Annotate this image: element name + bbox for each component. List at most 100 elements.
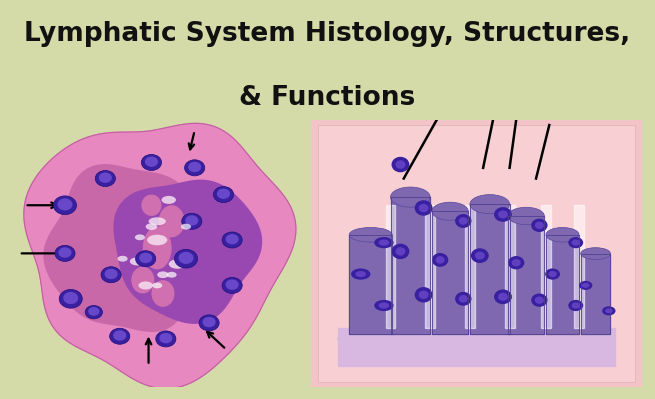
Ellipse shape [118, 256, 128, 262]
Ellipse shape [390, 187, 430, 207]
Ellipse shape [222, 232, 242, 248]
Ellipse shape [141, 195, 162, 216]
Ellipse shape [88, 307, 100, 316]
Ellipse shape [419, 204, 428, 212]
Ellipse shape [109, 328, 130, 344]
Ellipse shape [396, 160, 405, 169]
Polygon shape [114, 180, 261, 323]
Polygon shape [337, 331, 616, 347]
Ellipse shape [156, 331, 176, 347]
Ellipse shape [59, 289, 83, 308]
Ellipse shape [471, 248, 489, 263]
Ellipse shape [374, 300, 394, 311]
Ellipse shape [475, 252, 485, 260]
Ellipse shape [58, 247, 71, 258]
Ellipse shape [432, 202, 468, 220]
Ellipse shape [455, 214, 472, 228]
Ellipse shape [113, 330, 126, 341]
Ellipse shape [512, 259, 521, 267]
Ellipse shape [392, 244, 409, 259]
Ellipse shape [432, 253, 448, 267]
Ellipse shape [546, 227, 579, 242]
Ellipse shape [545, 269, 560, 280]
Ellipse shape [157, 271, 169, 278]
Ellipse shape [54, 196, 77, 215]
Ellipse shape [105, 269, 118, 279]
Ellipse shape [508, 207, 544, 225]
Ellipse shape [151, 280, 174, 307]
Ellipse shape [458, 217, 468, 225]
Text: Lymphatic System Histology, Structures,: Lymphatic System Histology, Structures, [24, 20, 631, 47]
Polygon shape [337, 328, 616, 365]
Ellipse shape [498, 293, 508, 301]
Polygon shape [508, 216, 544, 334]
Ellipse shape [181, 213, 202, 229]
Ellipse shape [508, 256, 525, 269]
Ellipse shape [494, 289, 512, 304]
Ellipse shape [169, 259, 186, 269]
Ellipse shape [152, 282, 162, 288]
Ellipse shape [569, 237, 583, 248]
Ellipse shape [139, 253, 152, 263]
Ellipse shape [95, 170, 115, 186]
Ellipse shape [569, 300, 583, 311]
Ellipse shape [225, 279, 238, 290]
Ellipse shape [149, 217, 166, 225]
Ellipse shape [179, 252, 193, 264]
Ellipse shape [214, 186, 234, 203]
Ellipse shape [145, 156, 158, 167]
Ellipse shape [159, 205, 185, 237]
Ellipse shape [531, 219, 548, 232]
Polygon shape [581, 254, 610, 334]
Ellipse shape [138, 281, 153, 289]
Polygon shape [44, 165, 213, 331]
Ellipse shape [582, 283, 590, 288]
Ellipse shape [392, 157, 409, 172]
Ellipse shape [351, 269, 371, 280]
Ellipse shape [572, 302, 580, 308]
Ellipse shape [356, 271, 366, 277]
Ellipse shape [141, 154, 162, 170]
Ellipse shape [419, 290, 428, 299]
Ellipse shape [396, 247, 405, 256]
Ellipse shape [217, 189, 230, 199]
Ellipse shape [531, 293, 548, 307]
Ellipse shape [535, 221, 544, 229]
Ellipse shape [131, 267, 155, 293]
Ellipse shape [143, 227, 172, 269]
Ellipse shape [436, 256, 445, 264]
Polygon shape [470, 204, 510, 334]
Polygon shape [390, 197, 430, 334]
Ellipse shape [174, 249, 198, 268]
Ellipse shape [498, 210, 508, 219]
Polygon shape [504, 205, 515, 328]
Ellipse shape [455, 292, 472, 306]
Ellipse shape [58, 198, 73, 211]
Ellipse shape [147, 235, 167, 245]
Ellipse shape [581, 248, 610, 259]
Ellipse shape [470, 195, 510, 214]
Ellipse shape [379, 302, 389, 308]
Ellipse shape [415, 287, 432, 302]
Ellipse shape [225, 234, 238, 245]
Ellipse shape [130, 257, 144, 265]
Ellipse shape [415, 200, 432, 216]
Ellipse shape [572, 239, 580, 246]
Ellipse shape [605, 308, 612, 313]
Ellipse shape [136, 251, 156, 267]
Ellipse shape [145, 223, 157, 230]
Ellipse shape [101, 267, 121, 283]
Polygon shape [546, 235, 579, 334]
Ellipse shape [602, 306, 616, 315]
Text: & Functions: & Functions [239, 85, 416, 111]
Ellipse shape [85, 306, 102, 319]
Ellipse shape [202, 317, 215, 327]
Ellipse shape [181, 224, 191, 229]
Ellipse shape [199, 315, 219, 331]
Ellipse shape [379, 239, 389, 246]
Ellipse shape [458, 295, 468, 302]
Ellipse shape [374, 237, 394, 248]
Polygon shape [386, 205, 396, 328]
Ellipse shape [64, 292, 78, 304]
Polygon shape [574, 205, 584, 328]
